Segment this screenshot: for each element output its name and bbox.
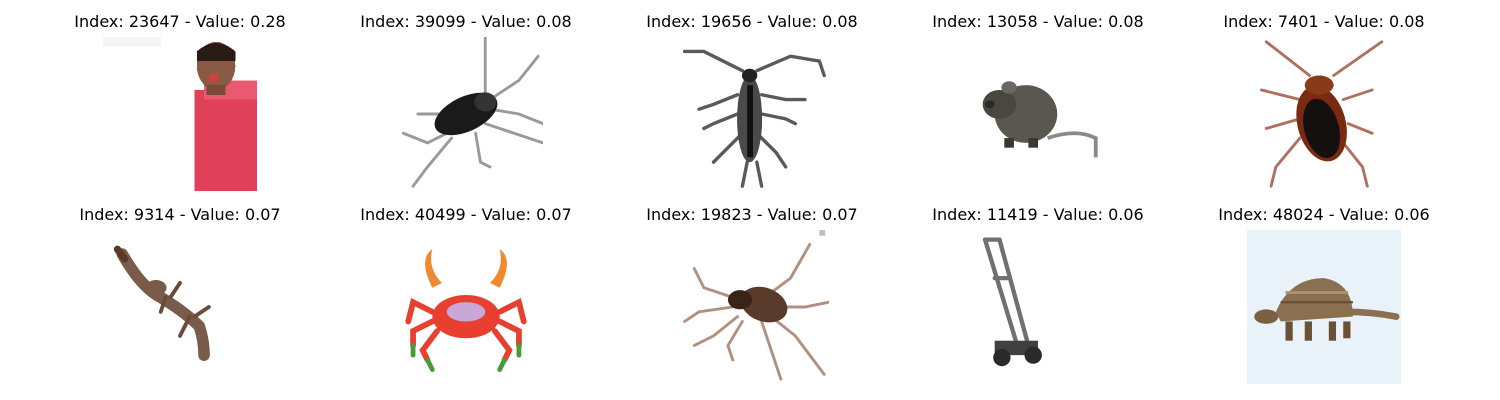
spider-image (675, 230, 829, 384)
grid-cell: Index: 7401 - Value: 0.08 (1181, 11, 1467, 204)
grid-cell: Index: 9314 - Value: 0.07 (37, 204, 323, 391)
grid-cell: Index: 11419 - Value: 0.06 (895, 204, 1181, 391)
brown-cockroach-image (1247, 37, 1401, 191)
cell-title: Index: 23647 - Value: 0.28 (74, 12, 286, 31)
grid-cell: Index: 23647 - Value: 0.28 (37, 11, 323, 204)
cell-title: Index: 19656 - Value: 0.08 (646, 12, 858, 31)
cell-title: Index: 9314 - Value: 0.07 (79, 205, 281, 224)
long-horned-beetle-image (675, 37, 829, 191)
cell-title: Index: 39099 - Value: 0.08 (360, 12, 572, 31)
cell-title: Index: 40499 - Value: 0.07 (360, 205, 572, 224)
red-crab-image (389, 230, 543, 384)
person-in-pink-shirt-image (103, 37, 257, 191)
lawn-mower-image (961, 230, 1115, 384)
grid-cell: Index: 48024 - Value: 0.06 (1181, 204, 1467, 391)
cell-title: Index: 11419 - Value: 0.06 (932, 205, 1144, 224)
cell-title: Index: 48024 - Value: 0.06 (1218, 205, 1430, 224)
grid-cell: Index: 19656 - Value: 0.08 (609, 11, 895, 204)
grid-cell: Index: 19823 - Value: 0.07 (609, 204, 895, 391)
armadillo-image (1247, 230, 1401, 384)
gray-rat-image (961, 37, 1115, 191)
grid-cell: Index: 40499 - Value: 0.07 (323, 204, 609, 391)
lizard-image (103, 230, 257, 384)
black-cockroach-image (389, 37, 543, 191)
cell-title: Index: 7401 - Value: 0.08 (1223, 12, 1425, 31)
cell-title: Index: 13058 - Value: 0.08 (932, 12, 1144, 31)
image-grid: Index: 23647 - Value: 0.28 Index: 39099 … (37, 11, 1467, 391)
cell-title: Index: 19823 - Value: 0.07 (646, 205, 858, 224)
grid-cell: Index: 39099 - Value: 0.08 (323, 11, 609, 204)
grid-cell: Index: 13058 - Value: 0.08 (895, 11, 1181, 204)
